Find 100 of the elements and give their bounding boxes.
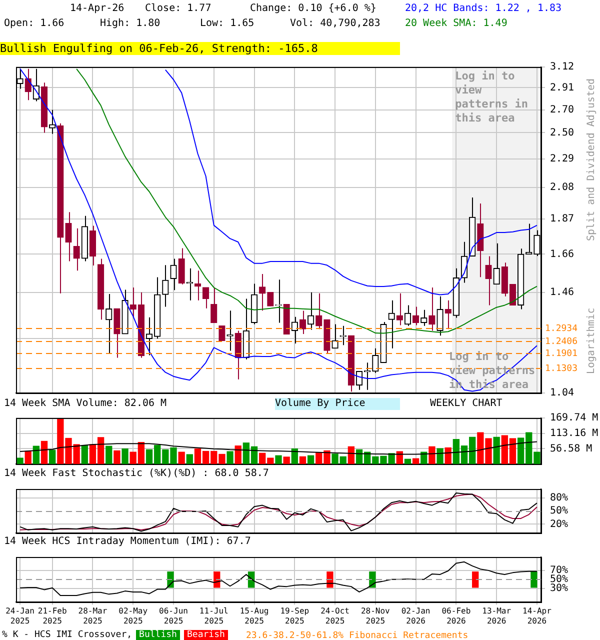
candlestick	[388, 300, 395, 349]
bar	[234, 446, 242, 464]
bar	[275, 455, 282, 464]
y-tick-label: 30%	[550, 582, 568, 594]
bar	[291, 448, 298, 464]
bar	[428, 446, 436, 464]
candlestick	[130, 287, 136, 318]
text: Logarithmic	[586, 308, 598, 374]
x-tick-label: 28-Nov 2025	[360, 606, 390, 626]
x-tick-label: 19-Sep 2025	[280, 606, 310, 626]
y-tick-label: 2.70	[550, 104, 574, 116]
candlestick	[291, 316, 298, 344]
candlestick	[316, 292, 322, 330]
text: Close: 1.77	[145, 3, 212, 15]
y-tick-label: 50%	[550, 574, 568, 585]
chart-title: 14 Week HCS Intraday Momentum (IMI): 67.7	[4, 536, 251, 548]
chart-title: 14 Week Fast Stochastic (%K)(%D) : 68.0 58.7	[4, 468, 269, 480]
candlestick	[493, 242, 500, 285]
candlestick	[340, 325, 346, 346]
x-tick-label: 15-Aug 2025	[240, 606, 269, 626]
y-tick-label: 2.29	[550, 153, 574, 164]
bar	[40, 440, 48, 464]
ref-line-label: 1.2934	[545, 324, 578, 334]
ref-line-label: 1.2406	[545, 336, 578, 347]
y-tick-label: 50%	[550, 506, 568, 517]
ref-line-label: 1.1303	[545, 364, 578, 374]
y-axis-title: Split and Dividend Adjusted	[586, 78, 598, 241]
text: Bullish	[136, 630, 180, 640]
candlestick	[404, 304, 412, 326]
text: 23.6-38.2-50-61.8% Fibonacci Retracements	[246, 630, 468, 640]
x-tick-label: 24-Oct 2025	[320, 606, 350, 626]
x-tick-label: 24-Jan 2025	[6, 606, 35, 626]
bar	[114, 450, 120, 464]
x-tick-label: 13-Mar 2026	[482, 606, 512, 626]
text: Open: 1.66	[4, 18, 64, 30]
y-tick-label: 1.87	[550, 213, 574, 224]
ref-line-label: 1.1901	[545, 348, 578, 359]
bar	[178, 452, 185, 464]
bar	[420, 452, 428, 464]
text: High: 1.80	[100, 18, 160, 30]
candlestick	[178, 248, 185, 285]
candlestick	[420, 309, 428, 326]
chart-title: 14 Week SMA Volume: 82.06 M	[4, 398, 167, 410]
bar	[436, 448, 444, 464]
x-tick-label: 11-Jul 2025	[199, 606, 229, 626]
text: Change: 0.10 {+6.0 %}	[250, 3, 376, 15]
candlestick	[509, 284, 516, 306]
candlestick	[49, 109, 56, 134]
y-tick-label: 1.04	[550, 388, 574, 399]
candlestick	[106, 293, 112, 354]
y-tick-label: 3.12	[550, 62, 574, 73]
bar	[283, 456, 290, 464]
text: Bullish Engulfing on 06-Feb-26, Strength: -165.8	[0, 42, 400, 55]
bar	[226, 451, 234, 464]
bar	[106, 446, 112, 464]
candlestick	[170, 258, 177, 291]
x-tick-label: 02-May 2025	[118, 606, 148, 626]
candlestick	[428, 287, 436, 332]
y-tick-label: 2.08	[550, 182, 574, 193]
text: Low: 1.65	[200, 18, 254, 30]
text: Bearish	[184, 630, 228, 640]
x-tick-label: 21-Feb 2025	[38, 606, 67, 626]
candlestick	[146, 316, 153, 356]
candlestick	[202, 287, 210, 309]
candlestick	[267, 292, 274, 307]
bar	[404, 458, 412, 464]
bar	[348, 446, 355, 464]
bar	[307, 455, 314, 464]
annotation: Log in to view patterns in this area	[455, 69, 528, 124]
x-tick-label: 06-Jun 2025	[159, 606, 188, 626]
y-tick-label: 2.50	[550, 127, 574, 138]
candlestick	[444, 300, 452, 330]
bar	[412, 458, 420, 464]
candlestick	[114, 308, 120, 358]
bar	[32, 446, 40, 464]
candlestick	[259, 274, 266, 312]
x-tick-label: 28-Mar 2025	[78, 606, 108, 626]
candlestick	[210, 287, 218, 324]
text: Volume By Price	[275, 398, 400, 410]
y-tick-label: 169.74 M	[550, 412, 598, 424]
candlestick	[226, 310, 234, 352]
candlestick	[396, 292, 403, 326]
candlestick	[485, 256, 492, 306]
y-tick-label: 113.16 M	[550, 428, 598, 439]
x-tick-label: 14-Apr 2026	[522, 606, 552, 626]
y-tick-label: 56.58 M	[550, 443, 592, 454]
candlestick	[218, 326, 226, 342]
bar	[81, 444, 88, 464]
bar	[186, 454, 193, 464]
bar	[49, 450, 56, 464]
y-tick-label: 20%	[550, 518, 568, 530]
candlestick	[89, 225, 96, 266]
y-tick-label: 80%	[550, 492, 568, 504]
candlestick	[307, 292, 314, 330]
candlestick	[332, 324, 338, 349]
x-tick-label: 02-Jan 2026	[401, 606, 430, 626]
text: 20 Week SMA: 1.49	[405, 18, 508, 30]
text: 14-Apr-26	[70, 3, 124, 15]
text: Vol: 40,790,283	[290, 18, 380, 30]
candlestick	[162, 264, 169, 308]
